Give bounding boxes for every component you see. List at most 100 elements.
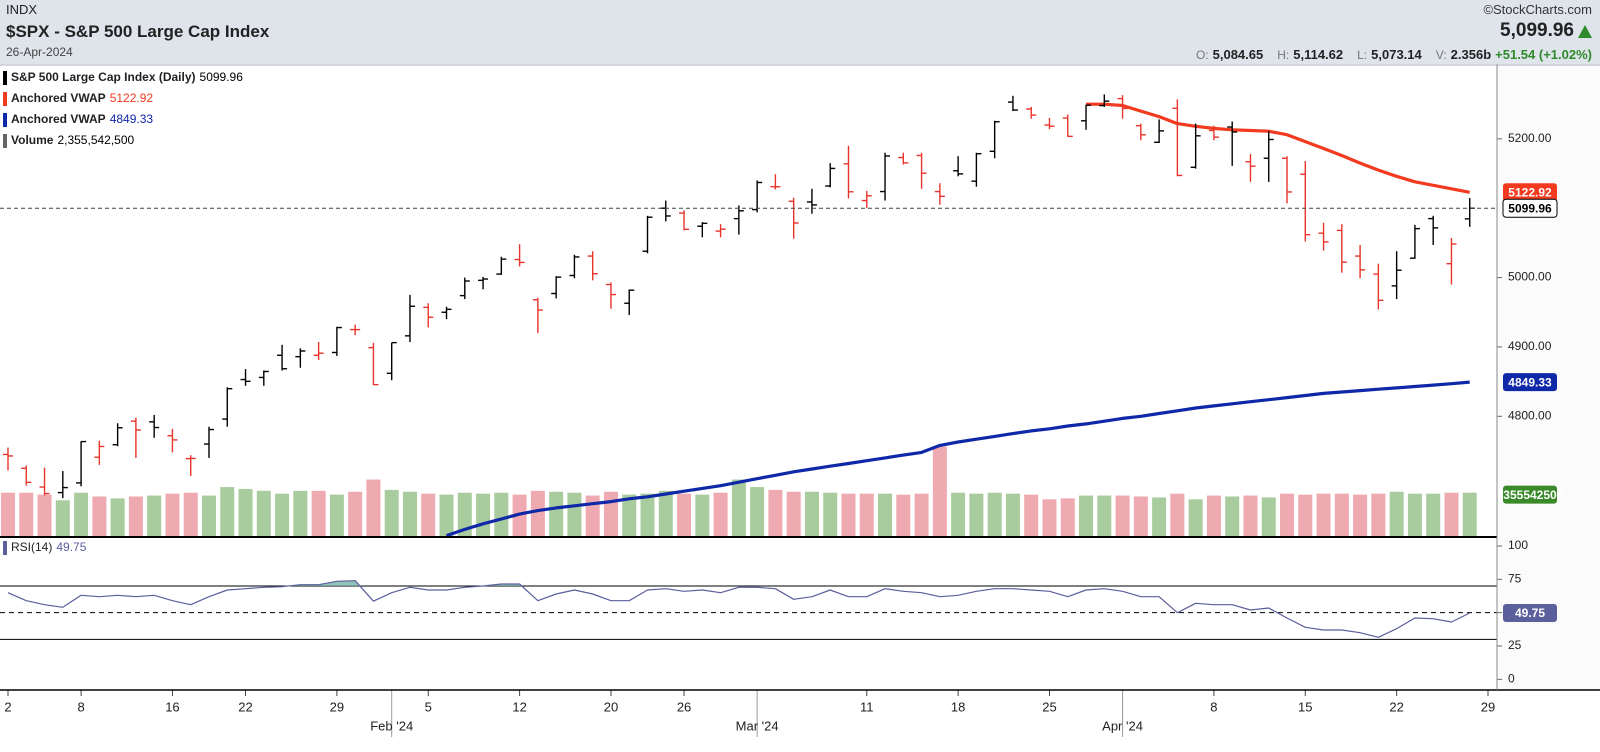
legend-swatch xyxy=(3,113,7,127)
volume-bar xyxy=(1371,493,1386,537)
volume-bar xyxy=(1060,498,1075,537)
x-tick-label: 26 xyxy=(677,699,691,714)
x-tick-label: 5 xyxy=(425,699,432,714)
price-tag: 5099.96 xyxy=(1508,201,1552,215)
stat-value: 5,114.62 xyxy=(1293,47,1344,62)
volume-bar xyxy=(348,491,363,537)
x-tick-label: 15 xyxy=(1298,699,1312,714)
volume-bar xyxy=(1298,494,1313,537)
volume-bar xyxy=(1042,499,1057,537)
volume-bar xyxy=(677,493,692,537)
y-tick-label: 75 xyxy=(1508,572,1522,586)
legend-swatch xyxy=(3,134,7,148)
volume-bar xyxy=(311,490,326,537)
stat-label: L: xyxy=(1357,48,1368,62)
up-arrow xyxy=(1578,25,1592,38)
volume-bar xyxy=(1115,495,1130,537)
volume-bar xyxy=(1426,493,1441,537)
y-tick-label: 5000.00 xyxy=(1508,270,1552,284)
volume-bar xyxy=(823,492,838,537)
stat-label: O: xyxy=(1195,48,1209,62)
x-tick-label: 16 xyxy=(165,699,179,714)
copyright: ©StockCharts.com xyxy=(1483,2,1592,17)
volume-bar xyxy=(1280,493,1295,537)
x-tick-label: 11 xyxy=(860,699,874,714)
vwap-line xyxy=(1086,102,1471,194)
volume-bar xyxy=(1225,496,1240,537)
volume-bar xyxy=(19,492,34,537)
plot-background xyxy=(0,64,1600,752)
x-tick-label: 29 xyxy=(330,699,344,714)
volume-bar xyxy=(713,492,728,537)
volume-bar xyxy=(476,493,491,537)
volume-bar xyxy=(859,493,874,537)
volume-bar xyxy=(201,495,216,537)
volume-bar xyxy=(37,494,52,537)
volume-bar xyxy=(1005,493,1020,537)
y-tick-label: 100 xyxy=(1508,538,1528,552)
volume-bar xyxy=(768,489,783,537)
legend-name: S&P 500 Large Cap Index (Daily) xyxy=(11,70,196,84)
volume-bar xyxy=(457,492,472,537)
volume-bar xyxy=(1024,494,1039,537)
volume-bar xyxy=(402,491,417,537)
volume-bar xyxy=(275,493,290,537)
header: INDX $SPX - S&P 500 Large Cap Index 26-A… xyxy=(0,0,1600,64)
x-tick-label: 12 xyxy=(512,699,526,714)
volume-bar xyxy=(1206,495,1221,537)
volume-bar xyxy=(951,492,966,537)
volume-bar xyxy=(1170,493,1185,537)
vwap-tag-bg xyxy=(1503,373,1557,392)
volume-bar xyxy=(55,500,70,537)
legend-swatch xyxy=(3,92,7,106)
exchange: INDX xyxy=(6,2,38,17)
volume-bar xyxy=(1462,492,1477,537)
volume-bar xyxy=(786,491,801,537)
x-tick-label: 20 xyxy=(604,699,618,714)
volume-bar xyxy=(256,490,271,537)
x-tick-label: 2 xyxy=(4,699,11,714)
volume-bar xyxy=(567,492,582,537)
chart-date: 26-Apr-2024 xyxy=(6,45,73,59)
legend-value: 4849.33 xyxy=(110,112,154,126)
stat-value: 5,073.14 xyxy=(1371,47,1422,62)
volume-bar xyxy=(512,494,527,537)
symbol-title: $SPX - S&P 500 Large Cap Index xyxy=(6,22,270,41)
volume-bar xyxy=(92,496,107,537)
volume-bar xyxy=(1097,495,1112,537)
volume-bar xyxy=(622,494,637,537)
price-change: +51.54 (+1.02%) xyxy=(1495,47,1592,62)
volume-bar xyxy=(147,495,162,537)
rsi-tag-bg xyxy=(1503,604,1557,622)
legend-swatch xyxy=(3,71,7,85)
volume-bar xyxy=(1188,499,1203,537)
vwap-tag: 4849.33 xyxy=(1508,375,1552,389)
legend-swatch xyxy=(3,541,7,555)
x-tick-label: 25 xyxy=(1042,699,1056,714)
volume-bar xyxy=(878,493,893,537)
rsi-line xyxy=(7,580,1470,638)
volume-bar xyxy=(969,493,984,537)
vwap-tag: 5122.92 xyxy=(1508,185,1552,199)
volume-bar xyxy=(238,488,253,537)
legend-name: RSI(14) xyxy=(11,540,52,554)
x-tick-label: 8 xyxy=(77,699,84,714)
volume-bar xyxy=(1152,497,1167,537)
volume-bar xyxy=(530,490,545,537)
volume-bar xyxy=(439,494,454,537)
stat-label: V: xyxy=(1435,48,1447,62)
month-label: Apr '24 xyxy=(1102,718,1143,733)
volume-bar xyxy=(128,496,143,537)
volume-bar xyxy=(421,493,436,537)
volume-bar xyxy=(384,489,399,537)
x-tick-label: 29 xyxy=(1481,699,1495,714)
volume-tag-bg xyxy=(1503,485,1557,504)
volume-bar xyxy=(932,446,947,537)
volume-bar xyxy=(640,493,655,537)
y-tick-label: 4900.00 xyxy=(1508,339,1552,353)
rsi-tag: 49.75 xyxy=(1515,606,1545,620)
legend-value: 2,355,542,500 xyxy=(57,133,134,147)
volume-bar xyxy=(293,490,308,537)
volume-bar xyxy=(1261,497,1276,537)
